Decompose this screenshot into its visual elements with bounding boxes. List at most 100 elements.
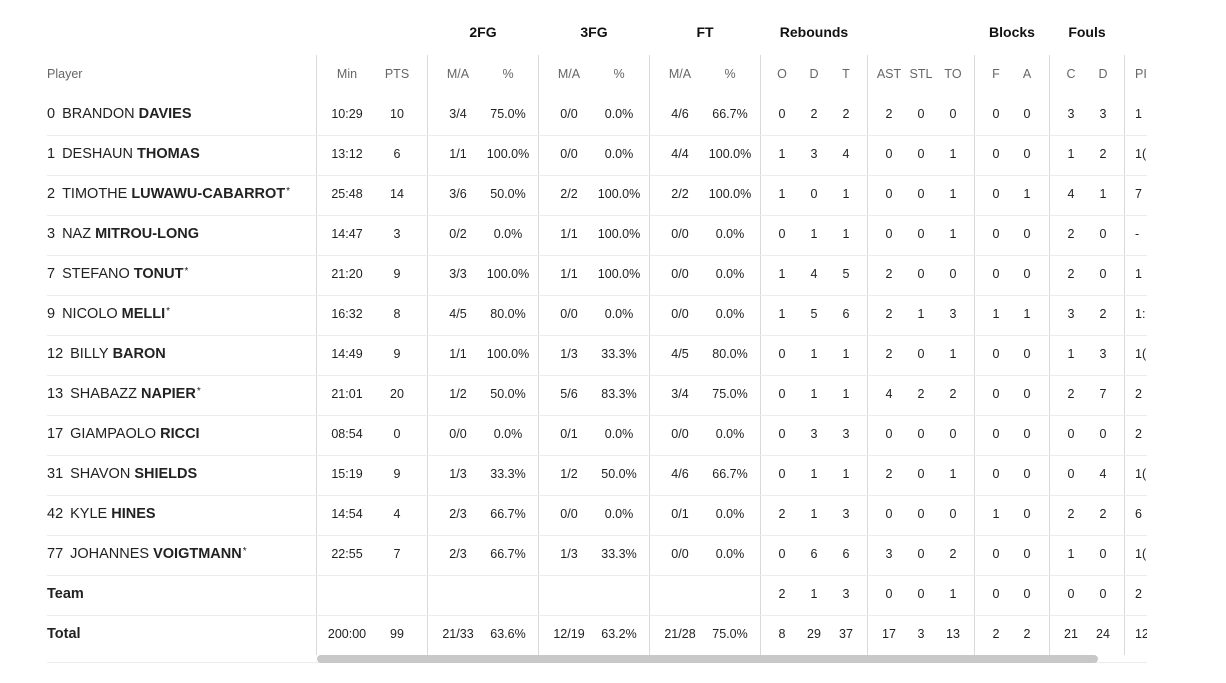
player-name-link[interactable]: 13 SHABAZZ NAPIER* bbox=[47, 386, 201, 402]
fg3-pct-cell: 0.0% bbox=[604, 507, 634, 521]
col-header-fouls-commited[interactable]: C bbox=[1066, 67, 1076, 81]
fg2-made-att-cell: 3/4 bbox=[449, 107, 467, 121]
player-name-link[interactable]: 42 KYLE HINES bbox=[47, 506, 157, 522]
fg2-made-att-cell: 0/0 bbox=[449, 427, 467, 441]
player-name-link[interactable]: 77 JOHANNES VOIGTMANN* bbox=[47, 546, 247, 562]
blk-against-cell: 0 bbox=[1023, 347, 1031, 361]
ast-cell: 2 bbox=[885, 467, 893, 481]
off-reb-cell: 0 bbox=[778, 107, 786, 121]
min-cell: 22:55 bbox=[331, 547, 363, 561]
fouls-commited-cell: 1 bbox=[1067, 347, 1075, 361]
player-name-link[interactable]: 17 GIAMPAOLO RICCI bbox=[47, 426, 201, 442]
total-label: Total bbox=[47, 626, 81, 642]
player-name-link[interactable]: 9 NICOLO MELLI* bbox=[47, 306, 170, 322]
player-name-link[interactable]: 1 DESHAUN THOMAS bbox=[47, 146, 201, 162]
fg3-made-att-cell: 1/2 bbox=[560, 467, 578, 481]
player-first-name: SHAVON bbox=[70, 466, 131, 482]
blk-against-cell: 0 bbox=[1023, 427, 1031, 441]
stl-cell: 1 bbox=[917, 307, 925, 321]
fouls-commited-cell: 2 bbox=[1067, 267, 1075, 281]
def-reb-cell: 5 bbox=[810, 307, 818, 321]
fouls-drawn-cell: 24 bbox=[1096, 627, 1110, 641]
blk-for-cell: 0 bbox=[992, 467, 1000, 481]
fouls-drawn-cell: 3 bbox=[1099, 347, 1107, 361]
column-divider bbox=[538, 55, 539, 655]
pts-cell: 9 bbox=[393, 267, 401, 281]
col-header-ft-pct[interactable]: % bbox=[724, 67, 736, 81]
player-name-link[interactable]: 3 NAZ MITROU-LONG bbox=[47, 226, 200, 242]
col-header-stl[interactable]: STL bbox=[909, 67, 933, 81]
off-reb-cell: 0 bbox=[778, 427, 786, 441]
starter-marker: * bbox=[166, 306, 171, 317]
ast-cell: 0 bbox=[885, 227, 893, 241]
fg3-pct-cell: 83.3% bbox=[601, 387, 637, 401]
def-reb-cell: 3 bbox=[810, 147, 818, 161]
pir-cell: 6 bbox=[1135, 507, 1142, 521]
def-reb-cell: 6 bbox=[810, 547, 818, 561]
player-first-name: SHABAZZ bbox=[70, 386, 138, 402]
fouls-drawn-cell: 0 bbox=[1099, 547, 1107, 561]
col-header-3fg-pct[interactable]: % bbox=[613, 67, 625, 81]
col-header-blk-for[interactable]: F bbox=[992, 67, 1000, 81]
column-divider bbox=[1124, 55, 1125, 655]
tot-reb-cell: 2 bbox=[842, 107, 850, 121]
ft-made-att-cell: 21/28 bbox=[664, 627, 696, 641]
col-header-off-reb[interactable]: O bbox=[777, 67, 787, 81]
pts-cell: 6 bbox=[393, 147, 401, 161]
min-cell: 08:54 bbox=[331, 427, 363, 441]
ft-pct-cell: 66.7% bbox=[712, 467, 748, 481]
blk-against-cell: 0 bbox=[1023, 227, 1031, 241]
player-last-name: MITROU-LONG bbox=[95, 226, 199, 242]
ft-made-att-cell: 4/4 bbox=[671, 147, 689, 161]
player-name-link[interactable]: 2 TIMOTHE LUWAWU-CABARROT* bbox=[47, 186, 290, 202]
player-first-name: GIAMPAOLO bbox=[70, 426, 157, 442]
player-first-name: JOHANNES bbox=[70, 546, 150, 562]
fouls-drawn-cell: 1 bbox=[1099, 187, 1107, 201]
player-name-link[interactable]: 7 STEFANO TONUT* bbox=[47, 266, 188, 282]
ft-pct-cell: 100.0% bbox=[708, 187, 752, 201]
player-name-link[interactable]: 12 BILLY BARON bbox=[47, 346, 167, 362]
player-name-link[interactable]: 31 SHAVON SHIELDS bbox=[47, 466, 198, 482]
col-header-2fg-pct[interactable]: % bbox=[502, 67, 514, 81]
col-header-pir[interactable]: PI bbox=[1135, 67, 1147, 81]
ast-cell: 0 bbox=[885, 427, 893, 441]
ft-pct-cell: 0.0% bbox=[715, 427, 745, 441]
col-header-3fg-ma[interactable]: M/A bbox=[557, 67, 581, 81]
horizontal-scrollbar[interactable] bbox=[317, 655, 1098, 663]
fouls-drawn-cell: 2 bbox=[1099, 147, 1107, 161]
fg3-pct-cell: 50.0% bbox=[601, 467, 637, 481]
tot-reb-cell: 6 bbox=[842, 307, 850, 321]
col-header-def-reb[interactable]: D bbox=[809, 67, 819, 81]
col-header-blk-against[interactable]: A bbox=[1022, 67, 1032, 81]
col-header-fouls-drawn[interactable]: D bbox=[1098, 67, 1108, 81]
col-header-pts[interactable]: PTS bbox=[384, 67, 410, 81]
ast-cell: 3 bbox=[885, 547, 893, 561]
def-reb-cell: 0 bbox=[810, 187, 818, 201]
fg3-made-att-cell: 1/3 bbox=[560, 547, 578, 561]
fg2-made-att-cell: 0/2 bbox=[449, 227, 467, 241]
col-header-player[interactable]: Player bbox=[47, 67, 83, 81]
fouls-commited-cell: 2 bbox=[1067, 227, 1075, 241]
player-name-link[interactable]: 0 BRANDON DAVIES bbox=[47, 106, 193, 122]
stl-cell: 0 bbox=[917, 507, 925, 521]
fg2-made-att-cell: 2/3 bbox=[449, 547, 467, 561]
fouls-commited-cell: 2 bbox=[1067, 387, 1075, 401]
pir-cell: 12 bbox=[1135, 627, 1147, 641]
to-cell: 0 bbox=[949, 267, 957, 281]
fg3-made-att-cell: 1/1 bbox=[560, 227, 578, 241]
fouls-drawn-cell: 4 bbox=[1099, 467, 1107, 481]
col-header-to[interactable]: TO bbox=[944, 67, 962, 81]
to-cell: 1 bbox=[949, 187, 957, 201]
col-header-ft-ma[interactable]: M/A bbox=[668, 67, 692, 81]
tot-reb-cell: 1 bbox=[842, 387, 850, 401]
col-header-tot-reb[interactable]: T bbox=[842, 67, 850, 81]
fg2-pct-cell: 75.0% bbox=[490, 107, 526, 121]
col-header-min[interactable]: Min bbox=[336, 67, 358, 81]
col-header-2fg-ma[interactable]: M/A bbox=[446, 67, 470, 81]
group-header-3fg: 3FG bbox=[580, 24, 608, 40]
col-header-ast[interactable]: AST bbox=[876, 67, 902, 81]
starter-marker: * bbox=[286, 186, 291, 197]
min-cell: 16:32 bbox=[331, 307, 363, 321]
ft-made-att-cell: 2/2 bbox=[671, 187, 689, 201]
ft-made-att-cell: 4/5 bbox=[671, 347, 689, 361]
